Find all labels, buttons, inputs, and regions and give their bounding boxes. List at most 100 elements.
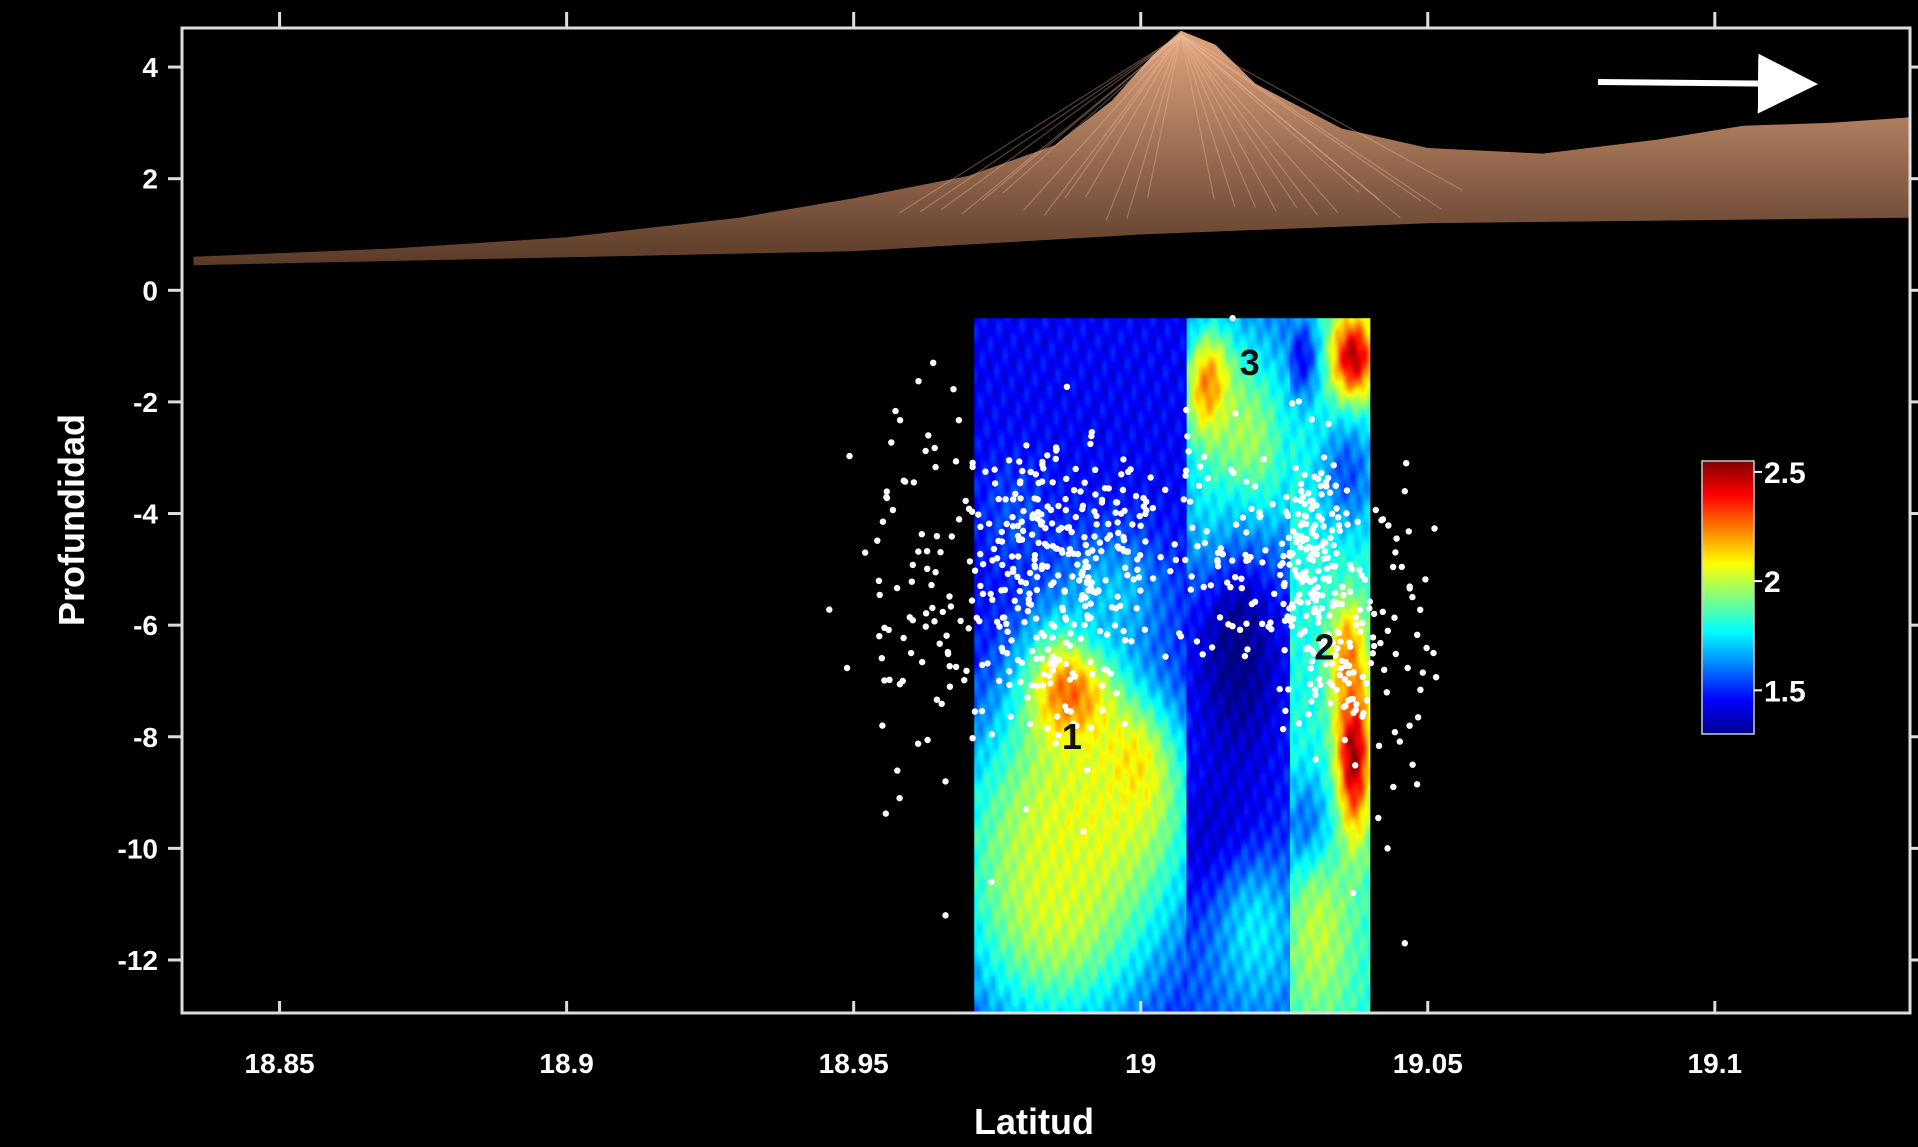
earthquake-point [1302,628,1308,634]
earthquake-point [1305,711,1311,717]
earthquake-point [1039,655,1045,661]
earthquake-point [1047,680,1053,686]
earthquake-point [1327,700,1333,706]
earthquake-point [1242,653,1248,659]
earthquake-point [1344,487,1350,493]
earthquake-point [989,557,995,563]
earthquake-point [989,731,995,737]
earthquake-point [1397,738,1403,744]
earthquake-point [1026,591,1032,597]
earthquake-point [1081,534,1087,540]
earthquake-point [1012,598,1018,604]
earthquake-point [1067,630,1073,636]
earthquake-point [1326,612,1332,618]
earthquake-point [883,494,889,500]
earthquake-point [950,386,956,392]
earthquake-point [1060,607,1066,613]
earthquake-point [1284,613,1290,619]
earthquake-point [1318,483,1324,489]
earthquake-point [942,778,948,784]
earthquake-point [1384,845,1390,851]
earthquake-point [1415,714,1421,720]
earthquake-point [919,531,925,537]
earthquake-point [1298,481,1304,487]
earthquake-point [996,496,1002,502]
earthquake-point [956,516,962,522]
earthquake-point [1063,476,1069,482]
earthquake-point [979,662,985,668]
earthquake-point [1344,521,1350,527]
earthquake-point [1006,682,1012,688]
earthquake-point [1286,535,1292,541]
earthquake-point [1292,567,1298,573]
earthquake-point [1332,563,1338,569]
earthquake-point [1329,527,1335,533]
earthquake-point [999,645,1005,651]
earthquake-point [1354,519,1360,525]
earthquake-point [932,445,938,451]
earthquake-point [1037,518,1043,524]
earthquake-point [1071,487,1077,493]
earthquake-point [1142,627,1148,633]
earthquake-point [1035,540,1041,546]
earthquake-point [1350,890,1356,896]
earthquake-point [1228,467,1234,473]
earthquake-point [1097,628,1103,634]
earthquake-point [1318,491,1324,497]
earthquake-point [1031,495,1037,501]
earthquake-point [1019,660,1025,666]
earthquake-point [1113,510,1119,516]
earthquake-point [1229,623,1235,629]
earthquake-point [1423,645,1429,651]
earthquake-point [1029,648,1035,654]
earthquake-point [1089,429,1095,435]
x-tick-label: 18.9 [539,1048,594,1079]
earthquake-point [1309,552,1315,558]
earthquake-point [1409,762,1415,768]
earthquake-point [1405,665,1411,671]
earthquake-point [1325,575,1331,581]
earthquake-point [1376,743,1382,749]
earthquake-point [972,568,978,574]
earthquake-point [886,627,892,633]
earthquake-point [911,479,917,485]
earthquake-point [1082,594,1088,600]
y-tick-label: -4 [133,499,158,530]
earthquake-point [1381,667,1387,673]
earthquake-point [1200,651,1206,657]
earthquake-point [1414,781,1420,787]
earthquake-point [940,609,946,615]
earthquake-point [1114,593,1120,599]
earthquake-point [1172,541,1178,547]
earthquake-point [1378,517,1384,523]
earthquake-point [934,533,940,539]
earthquake-point [991,546,997,552]
earthquake-point [1390,564,1396,570]
earthquake-point [1028,469,1034,475]
earthquake-point [1371,643,1377,649]
earthquake-point [1017,495,1023,501]
earthquake-point [1268,626,1274,632]
earthquake-point [1220,551,1226,557]
earthquake-point [1032,552,1038,558]
earthquake-point [915,548,921,554]
earthquake-point [1406,723,1412,729]
earthquake-point [1147,474,1153,480]
earthquake-point [1015,553,1021,559]
earthquake-point [1050,479,1056,485]
earthquake-point [1141,503,1147,509]
earthquake-point [966,506,972,512]
earthquake-point [1202,540,1208,546]
earthquake-point [966,625,972,631]
earthquake-point [1321,454,1327,460]
earthquake-point [949,533,955,539]
earthquake-point [1039,566,1045,572]
earthquake-point [1016,458,1022,464]
earthquake-point [1312,692,1318,698]
earthquake-point [928,582,934,588]
earthquake-point [1283,494,1289,500]
region-label-1: 1 [1062,716,1082,757]
earthquake-point [1296,720,1302,726]
earthquake-point [953,458,959,464]
earthquake-point [879,655,885,661]
